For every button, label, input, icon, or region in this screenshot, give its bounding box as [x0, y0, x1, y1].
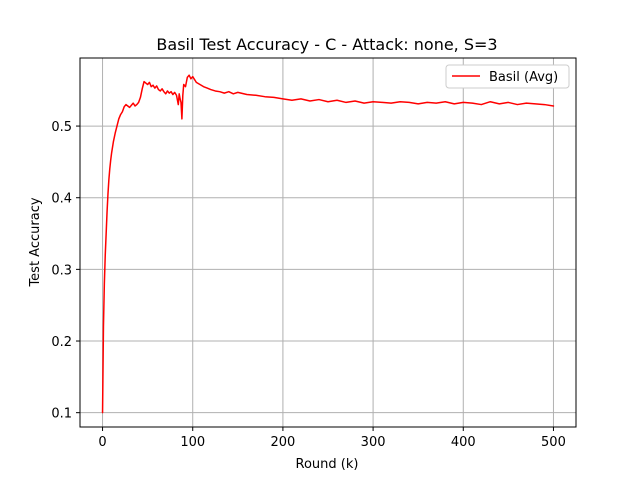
series-layer [101, 74, 555, 414]
legend-box [445, 64, 570, 89]
x-tick-label: 0 [98, 435, 106, 450]
y-tick-label: 0.3 [51, 263, 72, 278]
axis-ticks: 0 100 200 300 400 500 0.1 0.2 0.3 0.4 0.5 [51, 120, 566, 450]
x-tick-label: 300 [361, 435, 386, 450]
y-tick-label: 0.1 [51, 407, 72, 422]
y-tick-label: 0.2 [51, 335, 72, 350]
legend-label-basil: Basil (Avg) [489, 70, 558, 85]
y-axis-label: Test Accuracy [28, 197, 43, 287]
chart-title: Basil Test Accuracy - C - Attack: none, … [156, 35, 497, 54]
x-axis-label: Round (k) [296, 457, 359, 472]
x-tick-label: 100 [180, 435, 205, 450]
x-tick-label: 400 [451, 435, 476, 450]
plot-frame [79, 57, 577, 428]
grid-lines [80, 58, 576, 427]
y-tick-label: 0.5 [51, 120, 72, 135]
series-line-basil-avg [101, 74, 555, 414]
x-tick-label: 200 [270, 435, 295, 450]
y-tick-label: 0.4 [51, 192, 72, 207]
x-tick-label: 500 [541, 435, 566, 450]
legend: Basil (Avg) [445, 64, 570, 89]
